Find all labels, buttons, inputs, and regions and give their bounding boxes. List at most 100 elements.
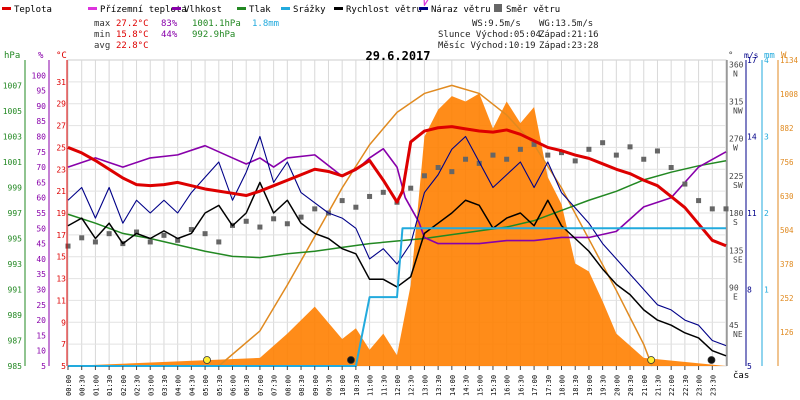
- stat-max-label: max: [94, 19, 111, 29]
- wind-speed-tick-label: 17: [747, 56, 757, 65]
- x-tick-label: 17:30: [545, 375, 553, 396]
- temperature-tick-label: 27: [56, 122, 66, 131]
- solar-radiation-layer: [68, 93, 726, 366]
- humidity-tick-label: 60: [36, 194, 46, 203]
- info-sun-rise: Slunce Východ:05:04: [438, 30, 541, 40]
- series-solarni-zareni-area: [68, 93, 726, 366]
- wind-speed-tick-label: 14: [747, 133, 757, 142]
- humidity-tick-label: 40: [36, 255, 46, 264]
- wind-dir-tick-label: S: [733, 218, 738, 227]
- series-smer-vetru-point: [559, 150, 564, 156]
- wind-speed-tick-label: 11: [747, 209, 757, 218]
- series-smer-vetru-point: [654, 148, 660, 154]
- humidity-tick-label: 70: [36, 163, 46, 172]
- stats-block: max 27.2°C 83% 1001.1hPa 1.8mm min 15.8°…: [94, 19, 279, 51]
- series-layer: [65, 0, 729, 367]
- series-smer-vetru-point: [353, 204, 359, 210]
- humidity-tick-label: 80: [36, 133, 46, 142]
- axes-ticks: 9859879899919939959979991001100310051007…: [3, 56, 799, 371]
- legend-swatch: [281, 7, 290, 10]
- x-tick-label: 05:30: [216, 375, 224, 396]
- x-tick-label: 20:00: [613, 375, 621, 396]
- legend-swatch: [237, 7, 246, 10]
- series-smer-vetru-point: [188, 227, 194, 233]
- legend-label: Tlak: [249, 5, 271, 15]
- series-smer-vetru-point: [134, 229, 140, 235]
- sunset-marker: [647, 356, 656, 364]
- series-smer-vetru-point: [284, 221, 290, 227]
- pressure-tick-label: 987: [8, 337, 23, 346]
- x-tick-label: 06:00: [230, 375, 238, 396]
- temperature-tick-label: 19: [56, 209, 66, 218]
- series-smer-vetru-point: [449, 169, 455, 175]
- x-tick-label: 15:30: [490, 375, 498, 396]
- x-tick-label: 00:30: [79, 375, 87, 396]
- series-smer-vetru-point: [586, 146, 592, 152]
- stat-min-press: 992.9hPa: [192, 30, 235, 40]
- x-tick-label: 11:30: [380, 375, 388, 396]
- temperature-tick-label: 9: [61, 318, 66, 327]
- temperature-tick-label: 13: [56, 275, 66, 284]
- pressure-tick-label: 1001: [3, 158, 22, 167]
- series-smer-vetru-point: [65, 243, 71, 249]
- wind-dir-tick-label: N: [733, 69, 738, 78]
- solar-tick-label: 630: [780, 192, 794, 201]
- series-smer-vetru-point: [421, 173, 427, 179]
- x-tick-label: 06:30: [243, 375, 251, 396]
- humidity-tick-label: 25: [36, 301, 46, 310]
- x-tick-label: 03:30: [161, 375, 169, 396]
- pressure-tick-label: 1003: [3, 133, 22, 142]
- legend-label: Vlhkost: [184, 5, 222, 15]
- humidity-tick-label: 35: [36, 270, 46, 279]
- series-smer-vetru-point: [408, 185, 414, 191]
- x-tick-label: 04:00: [175, 375, 183, 396]
- series-smer-vetru-point: [545, 152, 551, 158]
- moonrise-marker: [347, 356, 355, 364]
- humidity-tick-label: 20: [36, 316, 46, 325]
- legend-swatch: [172, 7, 181, 10]
- series-teplota-line: [67, 125, 727, 248]
- axis-label-wind-dir: °: [728, 51, 733, 61]
- x-tick-label: 20:30: [627, 375, 635, 396]
- pressure-tick-label: 995: [8, 235, 23, 244]
- x-tick-label: 12:00: [394, 375, 402, 396]
- pressure-tick-label: 989: [8, 311, 23, 320]
- wind-dir-tick-label: W: [733, 144, 738, 153]
- wind-dir-tick-label: 135: [729, 246, 744, 255]
- temperature-tick-label: 31: [56, 78, 66, 87]
- series-smer-vetru-point: [339, 198, 345, 204]
- legend-swatch: [419, 7, 428, 10]
- wind-speed-tick-label: 5: [747, 362, 752, 371]
- temperature-tick-label: 17: [56, 231, 66, 240]
- x-tick-label: 13:00: [421, 375, 429, 396]
- stat-min-hum: 44%: [161, 30, 178, 40]
- wind-dir-tick-label: E: [733, 293, 738, 302]
- series-smer-vetru-point: [463, 156, 469, 162]
- series-srazky-line: [68, 227, 726, 367]
- temperature-tick-label: 23: [56, 165, 66, 174]
- wind-dir-tick-label: 225: [729, 172, 744, 181]
- series-smer-vetru-point: [367, 193, 373, 199]
- pressure-tick-label: 997: [8, 209, 23, 218]
- x-tick-label: 03:00: [147, 375, 155, 396]
- temperature-tick-label: 11: [56, 296, 66, 305]
- x-tick-label: 09:30: [325, 375, 333, 396]
- chart-title: 29.6.2017: [365, 49, 430, 63]
- temperature-tick-label: 21: [56, 187, 66, 196]
- axis-label-time: čas: [733, 370, 749, 381]
- stat-avg-temp: 22.8°C: [116, 41, 149, 51]
- series-smer-vetru-point: [312, 206, 318, 212]
- x-tick-label: 08:30: [298, 375, 306, 396]
- series-smer-vetru-point: [572, 158, 578, 164]
- series-smer-vetru-point: [202, 231, 208, 237]
- stat-max-rain: 1.8mm: [252, 19, 279, 29]
- x-tick-label: 23:30: [709, 375, 717, 396]
- x-tick-label: 19:00: [586, 375, 594, 396]
- x-tick-label: 16:00: [504, 375, 512, 396]
- wind-dir-tick-label: 315: [729, 97, 744, 106]
- stat-min-label: min: [94, 30, 110, 40]
- series-smer-vetru-point: [641, 156, 647, 162]
- x-tick-label: 16:30: [517, 375, 525, 396]
- temperature-tick-label: 25: [56, 143, 66, 152]
- pressure-tick-label: 993: [8, 260, 23, 269]
